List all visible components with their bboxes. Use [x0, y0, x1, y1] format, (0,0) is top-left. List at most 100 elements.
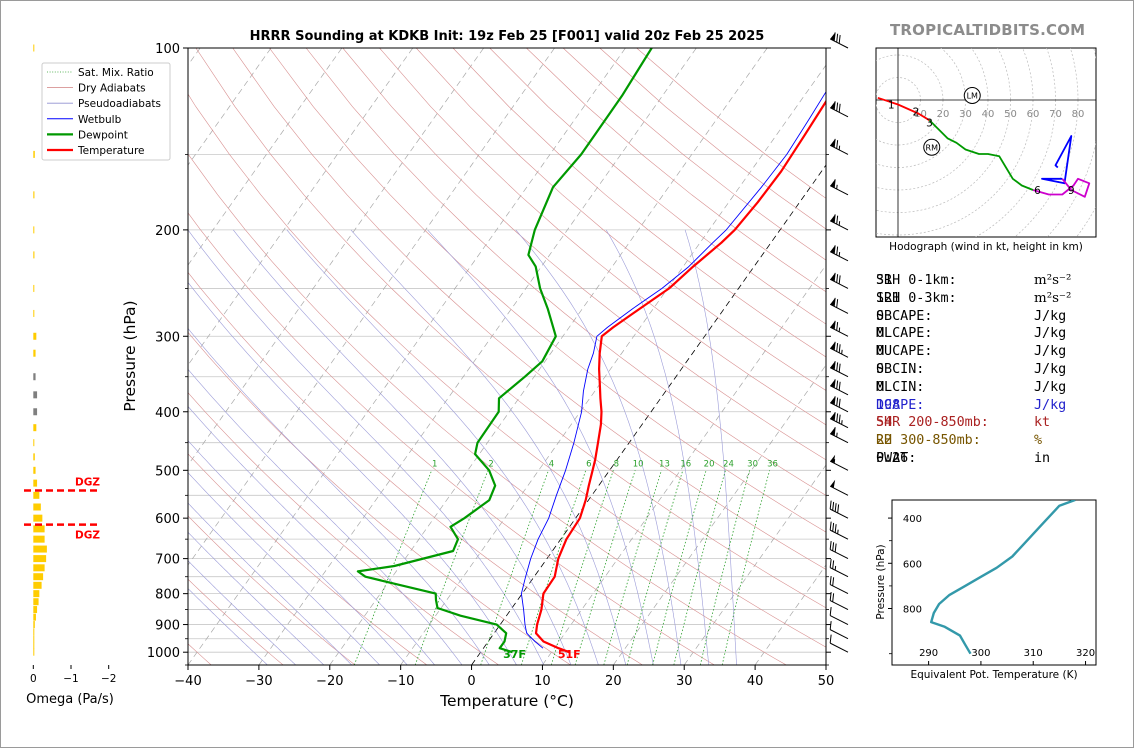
surface-annotations: 51F 37F [503, 648, 581, 661]
wind-barb [829, 245, 849, 262]
parameter-unit: J/kg [1034, 326, 1067, 342]
barb-flag [836, 33, 839, 43]
barb-staff [829, 433, 849, 444]
barb-flag [836, 342, 839, 352]
barb-half [838, 145, 841, 150]
isotherm-line [188, 48, 484, 466]
dry-adiabat [188, 331, 571, 665]
barb-flag [836, 299, 839, 308]
barb-flag [833, 101, 836, 110]
hodograph-height-label: 6 [1034, 185, 1041, 197]
parameter-name: SBCIN: [876, 361, 925, 377]
barb-pennant [830, 412, 836, 421]
dry-adiabat [489, 48, 826, 325]
mixing-ratio-line [353, 470, 433, 665]
barb-half [837, 529, 839, 534]
parameter-value: 0 [876, 344, 885, 360]
barb-flag [836, 102, 839, 112]
hodograph-trace [877, 96, 930, 122]
mixing-ratio-line [574, 470, 636, 665]
pseudoadiabat [188, 588, 268, 665]
parameter-row: SRH 0-3km: 121 m²s⁻² [876, 290, 1091, 308]
barb-staff [829, 567, 849, 578]
barb-staff [829, 600, 849, 611]
temperature-line [534, 99, 826, 654]
barb-pennant [830, 454, 836, 464]
wind-barb [829, 427, 849, 444]
y-tick-label: 500 [155, 464, 180, 479]
barb-flag [836, 246, 839, 256]
wind-barb [829, 361, 849, 378]
omega-x-tick-label: 0 [30, 673, 37, 685]
parameter-name: SBCAPE: [876, 308, 933, 324]
y-tick-label: 200 [155, 224, 180, 239]
pseudoadiabat [286, 229, 599, 665]
parameter-unit: m²s⁻² [1034, 290, 1072, 306]
y-tick-label: 800 [155, 588, 180, 603]
pseudoadiabat [188, 281, 517, 665]
barb-flag [836, 397, 839, 407]
theta-e-x-tick-label: 320 [1076, 648, 1095, 659]
parameter-name: RH 300-850mb: [876, 433, 981, 449]
hodograph-height-label: 3 [926, 118, 933, 130]
mixing-ratio-line [652, 470, 707, 665]
mixing-ratio-label: 2 [488, 459, 493, 469]
omega-bar [33, 150, 35, 158]
omega-bar [33, 309, 35, 317]
x-tick-label: −30 [245, 674, 272, 689]
hodograph-trace [1032, 177, 1091, 198]
hodograph-height-label: 9 [1068, 185, 1075, 197]
dgz-label: DGZ [75, 530, 100, 542]
omega-bar [33, 514, 43, 522]
omega-bar [33, 453, 35, 461]
mixing-ratio-line [603, 470, 662, 665]
omega-bar [33, 439, 35, 447]
hodograph-ring-label: 40 [982, 109, 995, 120]
omega-bar [33, 491, 40, 499]
hodograph-ring-label: 80 [1072, 109, 1085, 120]
skewt-legend: Sat. Mix. Ratio Dry Adiabats Pseudoadiabat… [41, 62, 171, 161]
theta-e-y-tick-label: 800 [903, 604, 922, 615]
parameter-unit: J/kg [1034, 308, 1067, 324]
parameter-value: 0 [876, 326, 885, 342]
barb-flag [834, 543, 837, 553]
dgz-label: DGZ [75, 477, 100, 489]
mixing-ratio-label: 36 [767, 459, 778, 469]
barb-staff [829, 549, 849, 560]
omega-bar [33, 606, 38, 614]
x-tick-label: 30 [676, 674, 693, 689]
mixing-ratio-labels: 1 2 4 6 8 10 13 16 20 24 30 36 [432, 459, 778, 469]
parameter-value: 0 [876, 379, 885, 395]
y-tick-label: 400 [155, 406, 180, 421]
parameter-unit: J/kg [1034, 361, 1067, 377]
skewt-profiles [356, 48, 826, 654]
wind-barb [829, 32, 849, 49]
omega-panel: 0 −1 −2 DGZ DGZ [24, 44, 116, 685]
parameter-unit: in [1034, 450, 1051, 466]
epot-xlabel: Equivalent Pot. Temperature (K) [910, 669, 1077, 681]
wind-barb [829, 320, 849, 337]
dry-adiabat [342, 48, 826, 461]
omega-bar [33, 226, 35, 234]
hodograph-height-label: 2 [913, 106, 920, 118]
y-tick-label: 300 [155, 330, 180, 345]
wind-barb [829, 138, 849, 155]
barb-pennant [830, 272, 836, 282]
parameter-row: SHR 200-850mb: 54 kt [876, 414, 1091, 432]
barb-flag [836, 274, 839, 283]
barb-flag [833, 361, 836, 370]
omega-bar [33, 332, 37, 340]
parameter-name: MLCAPE: [876, 326, 933, 342]
barb-flag [829, 606, 832, 616]
barb-flag [829, 540, 832, 550]
omega-bar [33, 191, 35, 199]
barb-flag [833, 427, 836, 436]
barb-flag [829, 521, 832, 531]
wind-barb [829, 396, 849, 413]
x-tick-label: 20 [605, 674, 622, 689]
x-tick-label: 40 [747, 674, 764, 689]
omega-bar [33, 564, 45, 572]
